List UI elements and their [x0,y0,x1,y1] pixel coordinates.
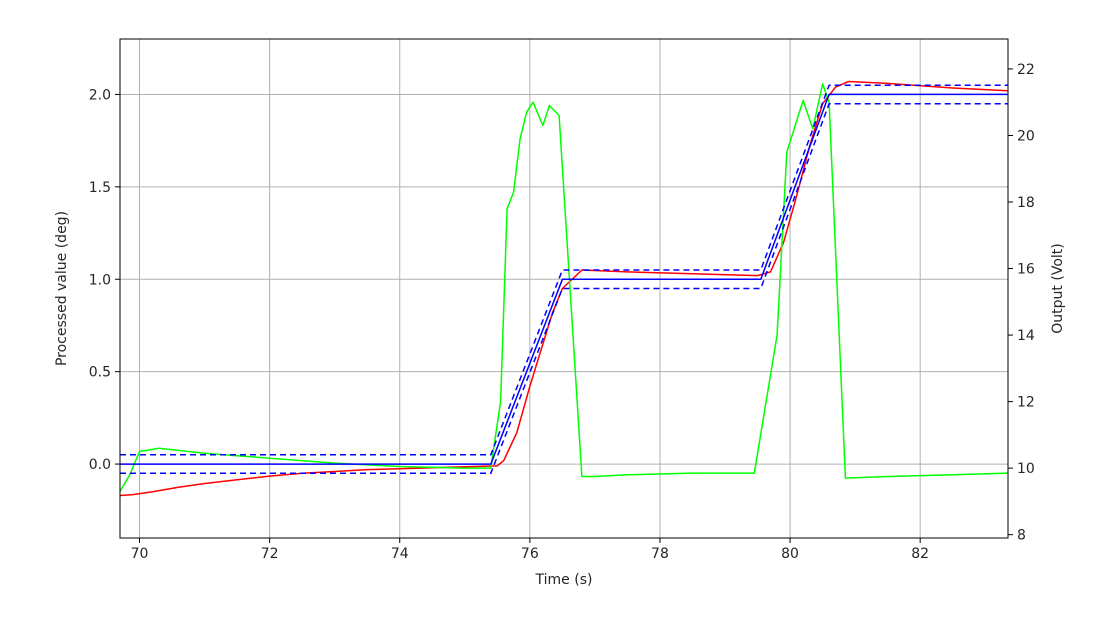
y2-tick-label: 20 [1017,128,1035,144]
x-tick-label: 80 [781,546,799,562]
y-axis-label: Processed value (deg) [54,211,70,366]
series-line-2 [119,83,1009,492]
y-tick-label: 2.0 [89,87,111,103]
y2-tick-label: 14 [1017,328,1035,344]
x-tick-label: 82 [911,546,929,562]
plot-frame [119,38,1009,539]
x-tick-label: 76 [521,546,539,562]
y-tick-label: 1.0 [89,272,111,288]
x-tick-label: 72 [261,546,279,562]
series-line-4 [120,84,1008,456]
x-tick-label: 74 [391,546,409,562]
y-tick-label: 1.5 [89,180,111,196]
series-line-5 [120,102,1008,475]
y-axis-left: 0.0 0.5 1.0 1.5 2.0 [89,87,120,473]
x-tick-label: 70 [131,546,149,562]
series-line-3 [120,93,1008,465]
y2-tick-label: 8 [1017,528,1026,544]
series-line-1 [119,80,1009,497]
y2-tick-label: 12 [1017,395,1035,411]
y2-tick-label: 18 [1017,195,1035,211]
x-tick-label: 78 [651,546,669,562]
y-axis-right: 8 10 12 14 16 18 20 22 [1008,62,1035,544]
y2-tick-label: 16 [1017,262,1035,278]
y2-tick-label: 22 [1017,62,1035,78]
y-tick-label: 0.5 [89,365,111,381]
y2-axis-label: Output (Volt) [1050,243,1066,333]
series-group [119,80,1009,497]
y2-tick-label: 10 [1017,461,1035,477]
x-axis: 70 72 74 76 78 80 82 [131,538,929,562]
y-tick-label: 0.0 [89,457,111,473]
x-axis-label: Time (s) [535,572,593,588]
